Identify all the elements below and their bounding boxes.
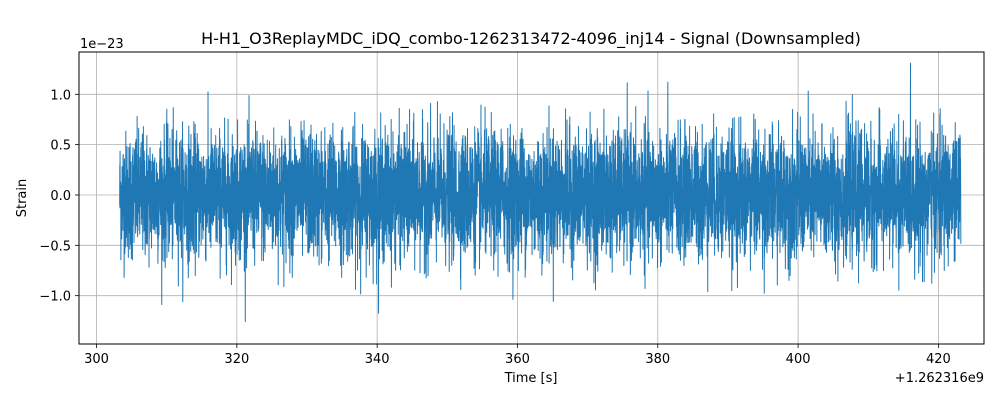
x-tick-label: 320: [224, 352, 249, 367]
x-tick-label: 360: [505, 352, 530, 367]
x-axis-offset-label: +1.262316e9: [895, 371, 984, 386]
strain-signal-line: [119, 62, 962, 323]
y-tick-label: 1.0: [50, 88, 71, 103]
x-axis-label: Time [s]: [504, 371, 558, 386]
y-tick-label: −0.5: [39, 239, 71, 254]
y-tick-label: −1.0: [39, 290, 71, 305]
x-tick-label: 380: [645, 352, 670, 367]
y-tick-label: 0.5: [50, 139, 71, 154]
plot-area-frame: [78, 51, 985, 345]
x-tick-label: 400: [786, 352, 811, 367]
y-tick-label: 0.0: [50, 189, 71, 204]
x-axis-ticks: 300 320 340 360 380 400 420: [84, 344, 951, 367]
y-axis-scale-label: 1e−23: [80, 37, 124, 52]
y-axis-label: Strain: [15, 179, 30, 218]
chart-title: H-H1_O3ReplayMDC_iDQ_combo-1262313472-40…: [201, 29, 861, 49]
x-tick-label: 420: [926, 352, 951, 367]
series-strain: [119, 62, 962, 323]
x-tick-label: 340: [365, 352, 390, 367]
x-tick-label: 300: [84, 352, 109, 367]
y-axis-ticks: −1.0 −0.5 0.0 0.5 1.0: [39, 88, 79, 305]
